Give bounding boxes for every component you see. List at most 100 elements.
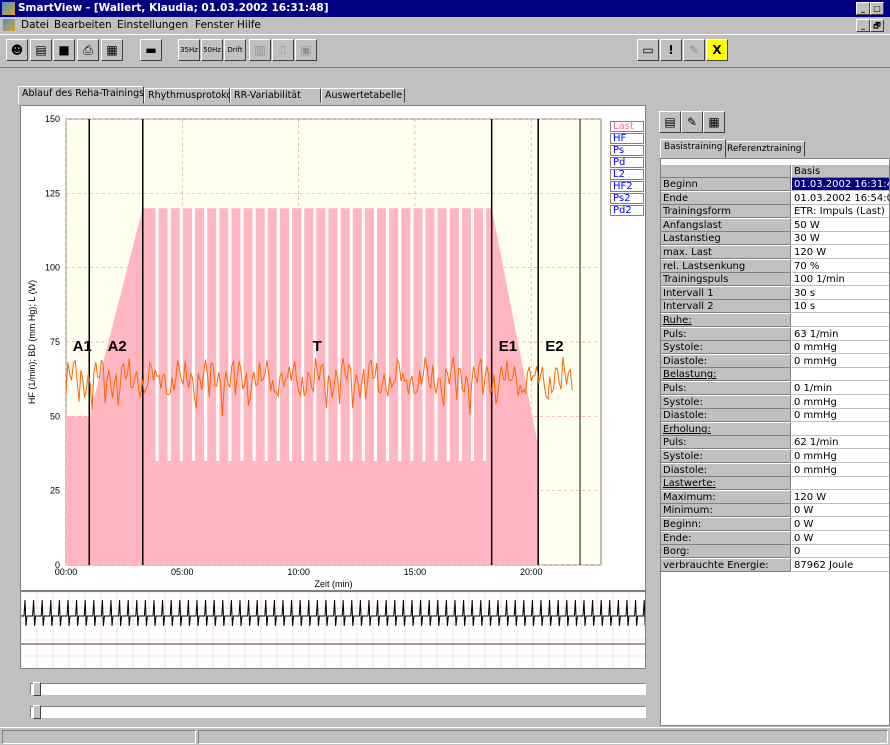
patient-icon[interactable]: ☻: [6, 39, 28, 61]
slider-thumb[interactable]: [33, 682, 41, 696]
table-row[interactable]: Intervall 1 30 s: [661, 286, 889, 300]
row-label: Minimum:: [661, 504, 791, 518]
table-row[interactable]: Diastole: 0 mmHg: [661, 463, 889, 477]
table-row[interactable]: Intervall 2 10 s: [661, 300, 889, 314]
y-tick-label: 0: [55, 560, 60, 570]
menu-bearbeiten[interactable]: Bearbeiten: [54, 19, 112, 31]
minimize-button[interactable]: _: [856, 2, 870, 15]
table-row[interactable]: Ende: 0 W: [661, 531, 889, 545]
table-row[interactable]: Puls: 0 1/min: [661, 382, 889, 395]
alert-button[interactable]: !: [660, 39, 682, 61]
legend-item-hf2[interactable]: HF2: [610, 181, 644, 192]
drift-button[interactable]: Drift: [224, 39, 246, 61]
results-panel: ▤ ✎ ▦ Basistraining Referenztraining Bas…: [651, 105, 890, 726]
row-value: 87962 Joule: [792, 559, 889, 572]
row-label: Erholung:: [661, 422, 791, 436]
open-icon[interactable]: ▤: [30, 39, 52, 61]
mdi-minimize-button[interactable]: _: [856, 19, 870, 32]
time-slider-2[interactable]: [30, 705, 646, 719]
panel-icon[interactable]: ▭: [637, 39, 659, 61]
row-value: 10 s: [792, 300, 889, 314]
grid-icon[interactable]: ▦: [101, 39, 123, 61]
tab-ablauf[interactable]: Ablauf des Reha-Trainings: [18, 86, 144, 104]
load-impulse-gap: [313, 208, 317, 461]
table-row[interactable]: Ruhe:: [661, 314, 889, 327]
table-row[interactable]: rel. Lastsenkung 70 %: [661, 259, 889, 273]
menu-hilfe[interactable]: Hilfe: [237, 19, 261, 31]
table-row[interactable]: Minimum: 0 W: [661, 504, 889, 518]
close-x-button[interactable]: X: [706, 39, 728, 61]
load-impulse-gap: [264, 208, 268, 461]
document-icon[interactable]: [3, 19, 15, 31]
panel-export-icon[interactable]: ▦: [703, 111, 725, 133]
table-row[interactable]: max. Last 120 W: [661, 246, 889, 259]
row-value: 120 W: [792, 246, 889, 259]
legend-item-ps2[interactable]: Ps2: [610, 193, 644, 204]
y-tick-label: 25: [50, 486, 60, 496]
table-row[interactable]: Beginn 01.03.2002 16:31:48: [661, 178, 889, 191]
y-tick-label: 75: [50, 337, 60, 347]
mdi-restore-button[interactable]: 🗗: [870, 19, 884, 32]
monitor-icon[interactable]: ▬: [140, 39, 162, 61]
legend-item-pd2[interactable]: Pd2: [610, 205, 644, 216]
legend-item-hf[interactable]: HF: [610, 133, 644, 144]
time-slider-1[interactable]: [30, 682, 646, 696]
table-row[interactable]: Systole: 0 mmHg: [661, 450, 889, 463]
menu-fenster[interactable]: Fenster: [195, 19, 234, 31]
save-icon[interactable]: ■: [53, 39, 75, 61]
pulse-icon[interactable]: ⎍: [272, 39, 294, 61]
legend-item-pd[interactable]: Pd: [610, 157, 644, 168]
tab-auswertetabelle[interactable]: Auswertetabelle: [321, 88, 405, 103]
panel-edit-icon[interactable]: ✎: [681, 111, 703, 133]
table-row[interactable]: Diastole: 0 mmHg: [661, 354, 889, 368]
window-icon[interactable]: ▣: [295, 39, 317, 61]
row-label: Diastole:: [661, 409, 791, 423]
load-impulse-gap: [167, 208, 171, 461]
row-value: 70 %: [792, 260, 889, 273]
slider-thumb[interactable]: [33, 705, 41, 719]
table-row[interactable]: Borg: 0: [661, 545, 889, 559]
menu-datei[interactable]: Datei: [21, 19, 50, 31]
edit-button[interactable]: ✎: [683, 39, 705, 61]
table-row[interactable]: Anfangslast 50 W: [661, 218, 889, 232]
legend-item-l2[interactable]: L2: [610, 169, 644, 180]
table-icon[interactable]: ▥: [249, 39, 271, 61]
table-row[interactable]: Belastung:: [661, 368, 889, 382]
column-header-basis: Basis: [792, 165, 889, 178]
table-row[interactable]: Puls: 62 1/min: [661, 436, 889, 450]
subtab-basistraining[interactable]: Basistraining: [660, 139, 727, 158]
filter-35hz-button[interactable]: 35Hz: [178, 39, 200, 61]
table-row[interactable]: Trainingspuls 100 1/min: [661, 273, 889, 287]
row-label: Ende: [661, 191, 791, 205]
table-row[interactable]: Beginn: 0 W: [661, 518, 889, 531]
filter-50hz-button[interactable]: 50Hz: [201, 39, 223, 61]
load-impulse-gap: [301, 208, 305, 461]
row-label: Intervall 1: [661, 286, 791, 300]
table-row[interactable]: verbrauchte Energie: 87962 Joule: [661, 558, 889, 572]
table-row[interactable]: Systole: 0 mmHg: [661, 341, 889, 355]
table-row[interactable]: Maximum: 120 W: [661, 490, 889, 504]
row-value: 0 W: [792, 518, 889, 531]
maximize-button[interactable]: □: [870, 2, 884, 15]
subtab-referenztraining[interactable]: Referenztraining: [723, 141, 806, 157]
menu-einstellungen[interactable]: Einstellungen: [117, 19, 189, 31]
table-row[interactable]: Systole: 0 mmHg: [661, 395, 889, 409]
row-label: Ruhe:: [661, 314, 791, 327]
row-value: ETR: Impuls (Last): [792, 205, 889, 219]
legend-item-last[interactable]: Last: [610, 121, 644, 132]
table-row[interactable]: Erholung:: [661, 422, 889, 436]
tab-rhythmusprotokoll[interactable]: Rhythmusprotokoll: [144, 88, 238, 103]
table-row[interactable]: Trainingsform ETR: Impuls (Last): [661, 205, 889, 219]
table-row[interactable]: Lastanstieg 30 W: [661, 232, 889, 246]
print-icon[interactable]: ⎙: [77, 39, 99, 61]
tab-rr-variabilitaet[interactable]: RR-Variabilität: [230, 88, 321, 103]
table-row[interactable]: Ende 01.03.2002 16:54:06: [661, 191, 889, 205]
table-row[interactable]: Diastole: 0 mmHg: [661, 409, 889, 423]
table-row[interactable]: Puls: 63 1/min: [661, 327, 889, 341]
row-label: Systole:: [661, 395, 791, 409]
phase-label: A1: [73, 338, 92, 355]
table-row[interactable]: Lastwerte:: [661, 477, 889, 491]
legend-item-ps[interactable]: Ps: [610, 145, 644, 156]
load-impulse-gap: [179, 208, 183, 461]
panel-open-icon[interactable]: ▤: [659, 111, 681, 133]
